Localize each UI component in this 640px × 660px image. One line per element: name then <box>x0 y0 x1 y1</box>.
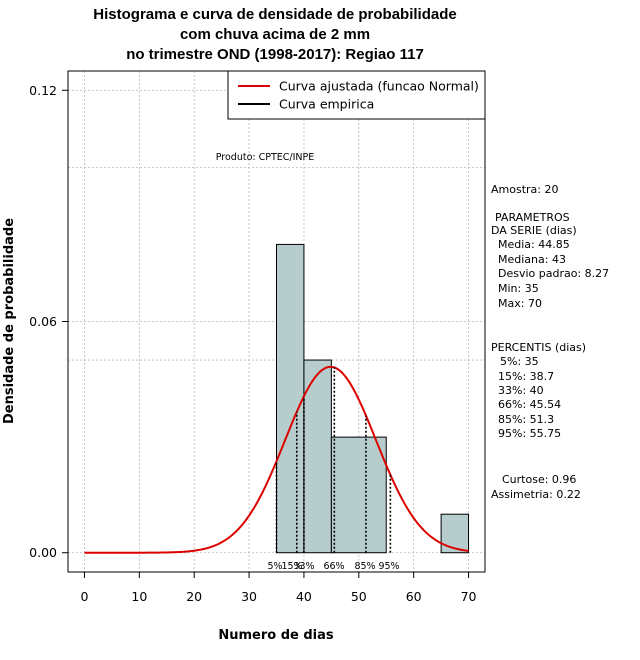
y-tick-label: 0.12 <box>29 83 57 98</box>
y-tick-label: 0.00 <box>29 545 57 560</box>
histogram-bar <box>303 359 332 554</box>
stat-p85: 85%: 51.3 <box>498 413 555 426</box>
histogram-bar <box>276 243 305 554</box>
x-tick-label: 50 <box>351 589 367 604</box>
x-tick-label: 70 <box>461 589 477 604</box>
percentile-label: 5% <box>267 561 282 572</box>
stat-params-title: PARAMETROS <box>495 211 570 224</box>
x-axis-label: Numero de dias <box>218 628 334 643</box>
stat-p5: 5%: 35 <box>500 355 539 368</box>
legend-box <box>227 70 486 120</box>
y-tick-label: 0.06 <box>29 314 57 329</box>
stat-p15: 15%: 38.7 <box>498 370 555 383</box>
stat-p33: 33%: 40 <box>498 384 544 397</box>
stat-p66: 66%: 45.54 <box>498 398 562 411</box>
stat-assimetria: Assimetria: 0.22 <box>491 488 581 501</box>
x-tick-label: 60 <box>406 589 422 604</box>
histogram-bar <box>440 513 470 554</box>
chart-title-line-1: Histograma e curva de densidade de proba… <box>93 6 457 23</box>
stat-media: Media: 44.85 <box>498 238 570 251</box>
stat-mediana: Mediana: 43 <box>498 253 566 266</box>
legend-label: Curva ajustada (funcao Normal) <box>279 79 479 94</box>
percentile-label: 85% <box>354 561 375 572</box>
percentile-label: 95% <box>378 561 399 572</box>
stat-p95: 95%: 55.75 <box>498 427 562 440</box>
y-axis-label: Densidade de probabilidade <box>2 218 17 424</box>
stat-params-sub: DA SERIE (dias) <box>491 224 577 237</box>
histogram-bar <box>330 436 387 554</box>
x-tick-label: 0 <box>80 589 88 604</box>
x-tick-label: 20 <box>186 589 202 604</box>
stat-perc-title: PERCENTIS (dias) <box>491 341 587 354</box>
percentile-label: 66% <box>323 561 344 572</box>
percentile-label: 15% <box>281 561 302 572</box>
chart-title-line-3: no trimestre OND (1998-2017): Regiao 117 <box>126 46 424 63</box>
chart-title-line-2: com chuva acima de 2 mm <box>179 26 371 43</box>
legend-label: Curva empirica <box>279 97 374 112</box>
stat-min: Min: 35 <box>498 282 539 295</box>
percentile-label: 33% <box>293 561 314 572</box>
x-tick-label: 10 <box>131 589 147 604</box>
stat-desvio: Desvio padrao: 8.27 <box>498 267 610 280</box>
stat-amostra: Amostra: 20 <box>491 183 559 196</box>
product-label: Produto: CPTEC/INPE <box>216 152 315 163</box>
stat-max: Max: 70 <box>498 297 542 310</box>
x-tick-label: 40 <box>296 589 312 604</box>
normal-fit-curve <box>84 365 469 554</box>
stat-curtose: Curtose: 0.96 <box>502 473 577 486</box>
x-tick-label: 30 <box>241 589 257 604</box>
